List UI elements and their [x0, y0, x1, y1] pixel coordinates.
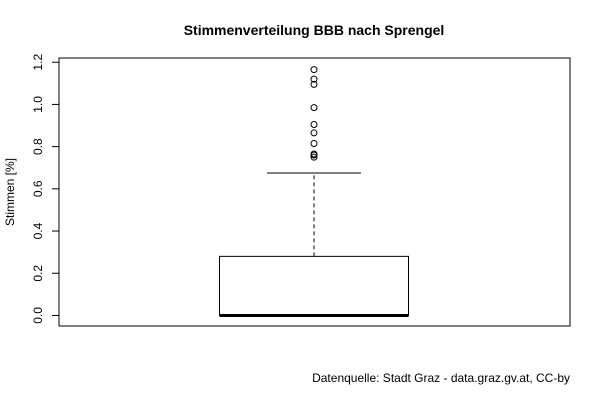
outlier-point [310, 139, 318, 147]
outlier-point [310, 129, 318, 137]
outlier-point [310, 153, 318, 161]
outlier-point [310, 80, 318, 88]
y-tick-label: 1.2 [31, 54, 45, 71]
y-axis-ticks: 0.0 0.2 0.4 0.6 0.8 1.0 1.2 [31, 54, 59, 324]
y-axis-label: Stimmen [%] [3, 158, 17, 226]
outlier-point [310, 150, 318, 158]
y-tick-label: 1.0 [31, 96, 45, 113]
outlier-point [310, 75, 318, 83]
outlier-point [310, 66, 318, 74]
outlier-point [310, 120, 318, 128]
y-tick-label: 0.8 [31, 138, 45, 155]
y-tick-label: 0.6 [31, 180, 45, 197]
y-tick-label: 0.2 [31, 265, 45, 282]
outlier-point [310, 104, 318, 112]
outlier-group [310, 66, 318, 161]
box-iqr [219, 255, 409, 316]
chart-title: Stimmenverteilung BBB nach Sprengel [184, 22, 445, 38]
box-group [219, 172, 409, 317]
source-note: Datenquelle: Stadt Graz - data.graz.gv.a… [312, 371, 570, 385]
y-tick-label: 0.4 [31, 222, 45, 239]
y-tick-label: 0.0 [31, 307, 45, 324]
